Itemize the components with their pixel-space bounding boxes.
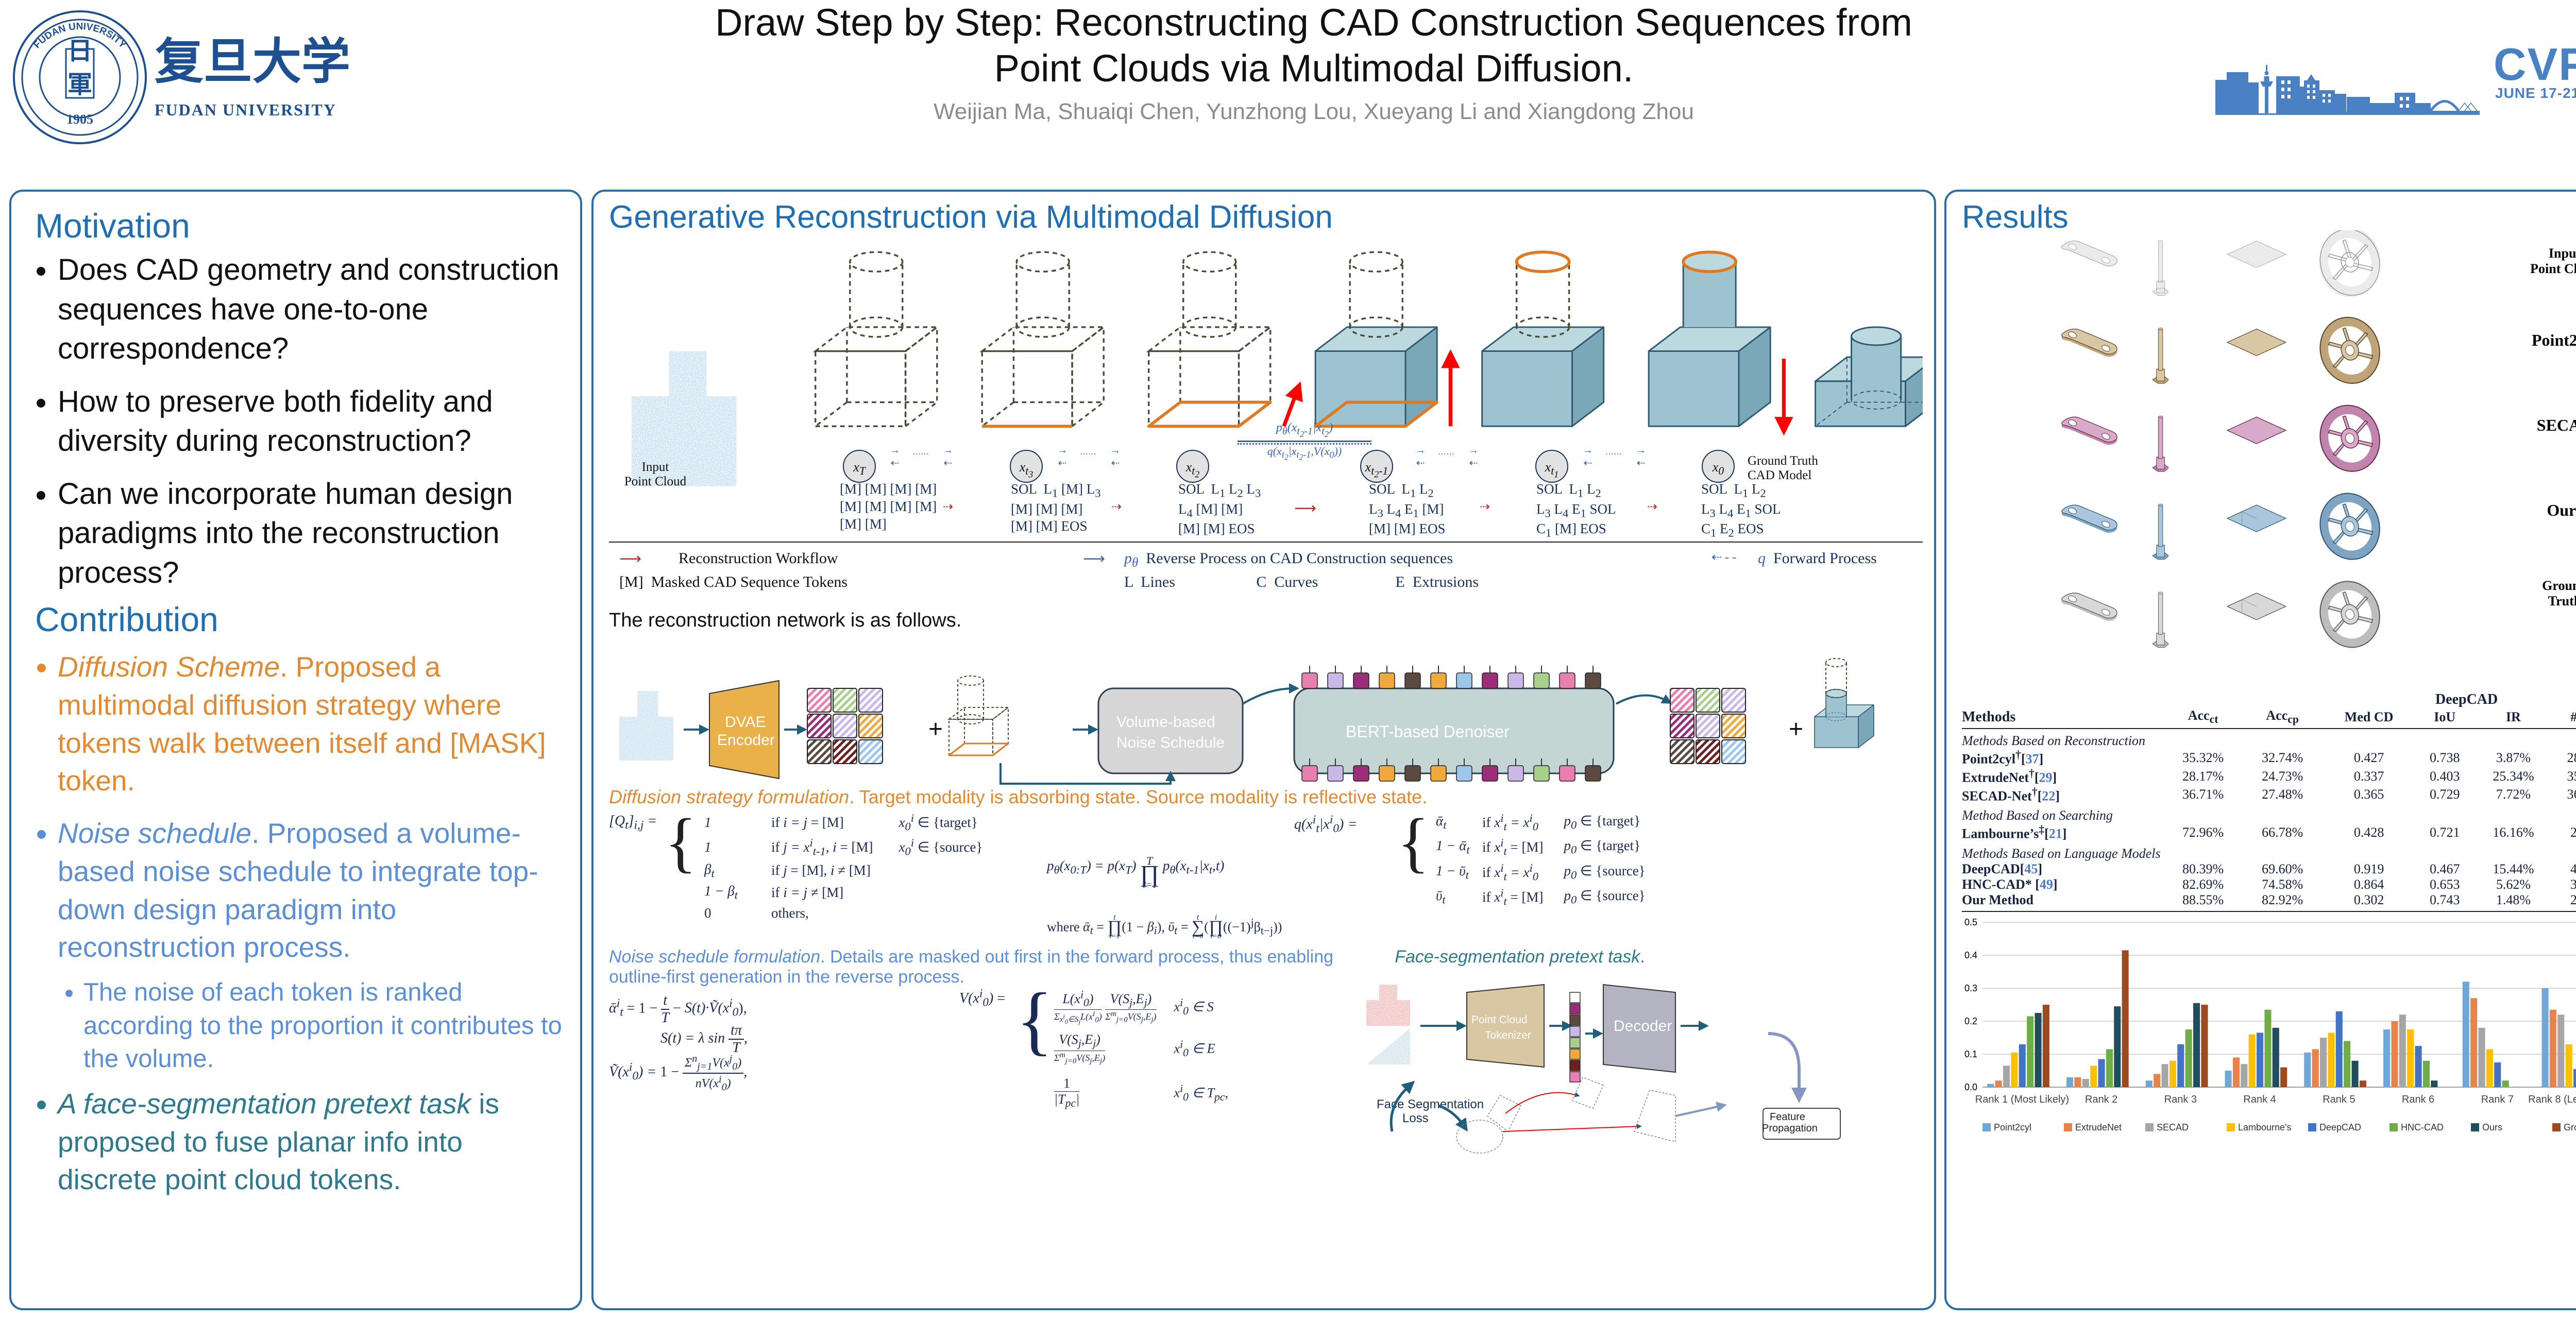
svg-text:Lambourne's: Lambourne's (2238, 1122, 2292, 1132)
svg-text:0.4: 0.4 (1964, 950, 1977, 960)
svg-text:Rank 7: Rank 7 (2481, 1094, 2514, 1105)
svg-text:Rank 4: Rank 4 (2243, 1094, 2276, 1105)
svg-text:日: 日 (67, 38, 92, 65)
svg-text:0.3: 0.3 (1964, 983, 1977, 993)
svg-text:SECAD: SECAD (2157, 1122, 2189, 1132)
svg-text:軍: 軍 (67, 71, 92, 98)
svg-text:Rank 5: Rank 5 (2323, 1094, 2355, 1105)
svg-text:Loss: Loss (1402, 1111, 1429, 1125)
svg-text:0.1: 0.1 (1964, 1049, 1977, 1059)
svg-text:Tokenizer: Tokenizer (1485, 1029, 1531, 1041)
svg-text:1905: 1905 (66, 112, 93, 127)
svg-text:BERT-based Denoiser: BERT-based Denoiser (1346, 722, 1510, 741)
svg-text:CVPR: CVPR (2494, 39, 2576, 90)
svg-text:Noise Schedule: Noise Schedule (1116, 734, 1225, 751)
svg-text:0.2: 0.2 (1964, 1016, 1977, 1026)
svg-text:Rank 2: Rank 2 (2085, 1094, 2117, 1105)
svg-text:ExtrudeNet: ExtrudeNet (2075, 1122, 2122, 1132)
svg-text:0.5: 0.5 (1964, 917, 1977, 927)
svg-text:Point Cloud: Point Cloud (1471, 1014, 1528, 1026)
svg-text:Ground Truth: Ground Truth (2564, 1122, 2576, 1132)
svg-text:Rank 6: Rank 6 (2402, 1094, 2434, 1105)
svg-text:Propagation: Propagation (1762, 1123, 1818, 1134)
svg-text:Rank 1 (Most Likely): Rank 1 (Most Likely) (1975, 1094, 2069, 1105)
svg-text:Volume-based: Volume-based (1116, 714, 1215, 731)
svg-text:Encoder: Encoder (717, 732, 775, 749)
svg-text:Rank 3: Rank 3 (2164, 1094, 2197, 1105)
svg-text:Decoder: Decoder (1614, 1018, 1672, 1035)
svg-text:Point2cyl: Point2cyl (1994, 1122, 2031, 1132)
svg-text:DeepCAD: DeepCAD (2319, 1122, 2361, 1132)
svg-text:0.0: 0.0 (1964, 1082, 1977, 1092)
svg-text:JUNE 17-21, 2024: JUNE 17-21, 2024 (2495, 85, 2576, 101)
svg-text:Rank 8 (Least Likely): Rank 8 (Least Likely) (2528, 1094, 2576, 1105)
svg-text:+: + (1789, 716, 1803, 743)
svg-text:SEATTLE, WA: SEATTLE, WA (2225, 114, 2300, 127)
svg-text:Feature: Feature (1770, 1111, 1805, 1123)
svg-text:DVAE: DVAE (725, 714, 766, 731)
svg-text:Ours: Ours (2482, 1122, 2502, 1132)
svg-text:+: + (928, 716, 943, 743)
svg-text:HNC-CAD: HNC-CAD (2401, 1122, 2444, 1132)
